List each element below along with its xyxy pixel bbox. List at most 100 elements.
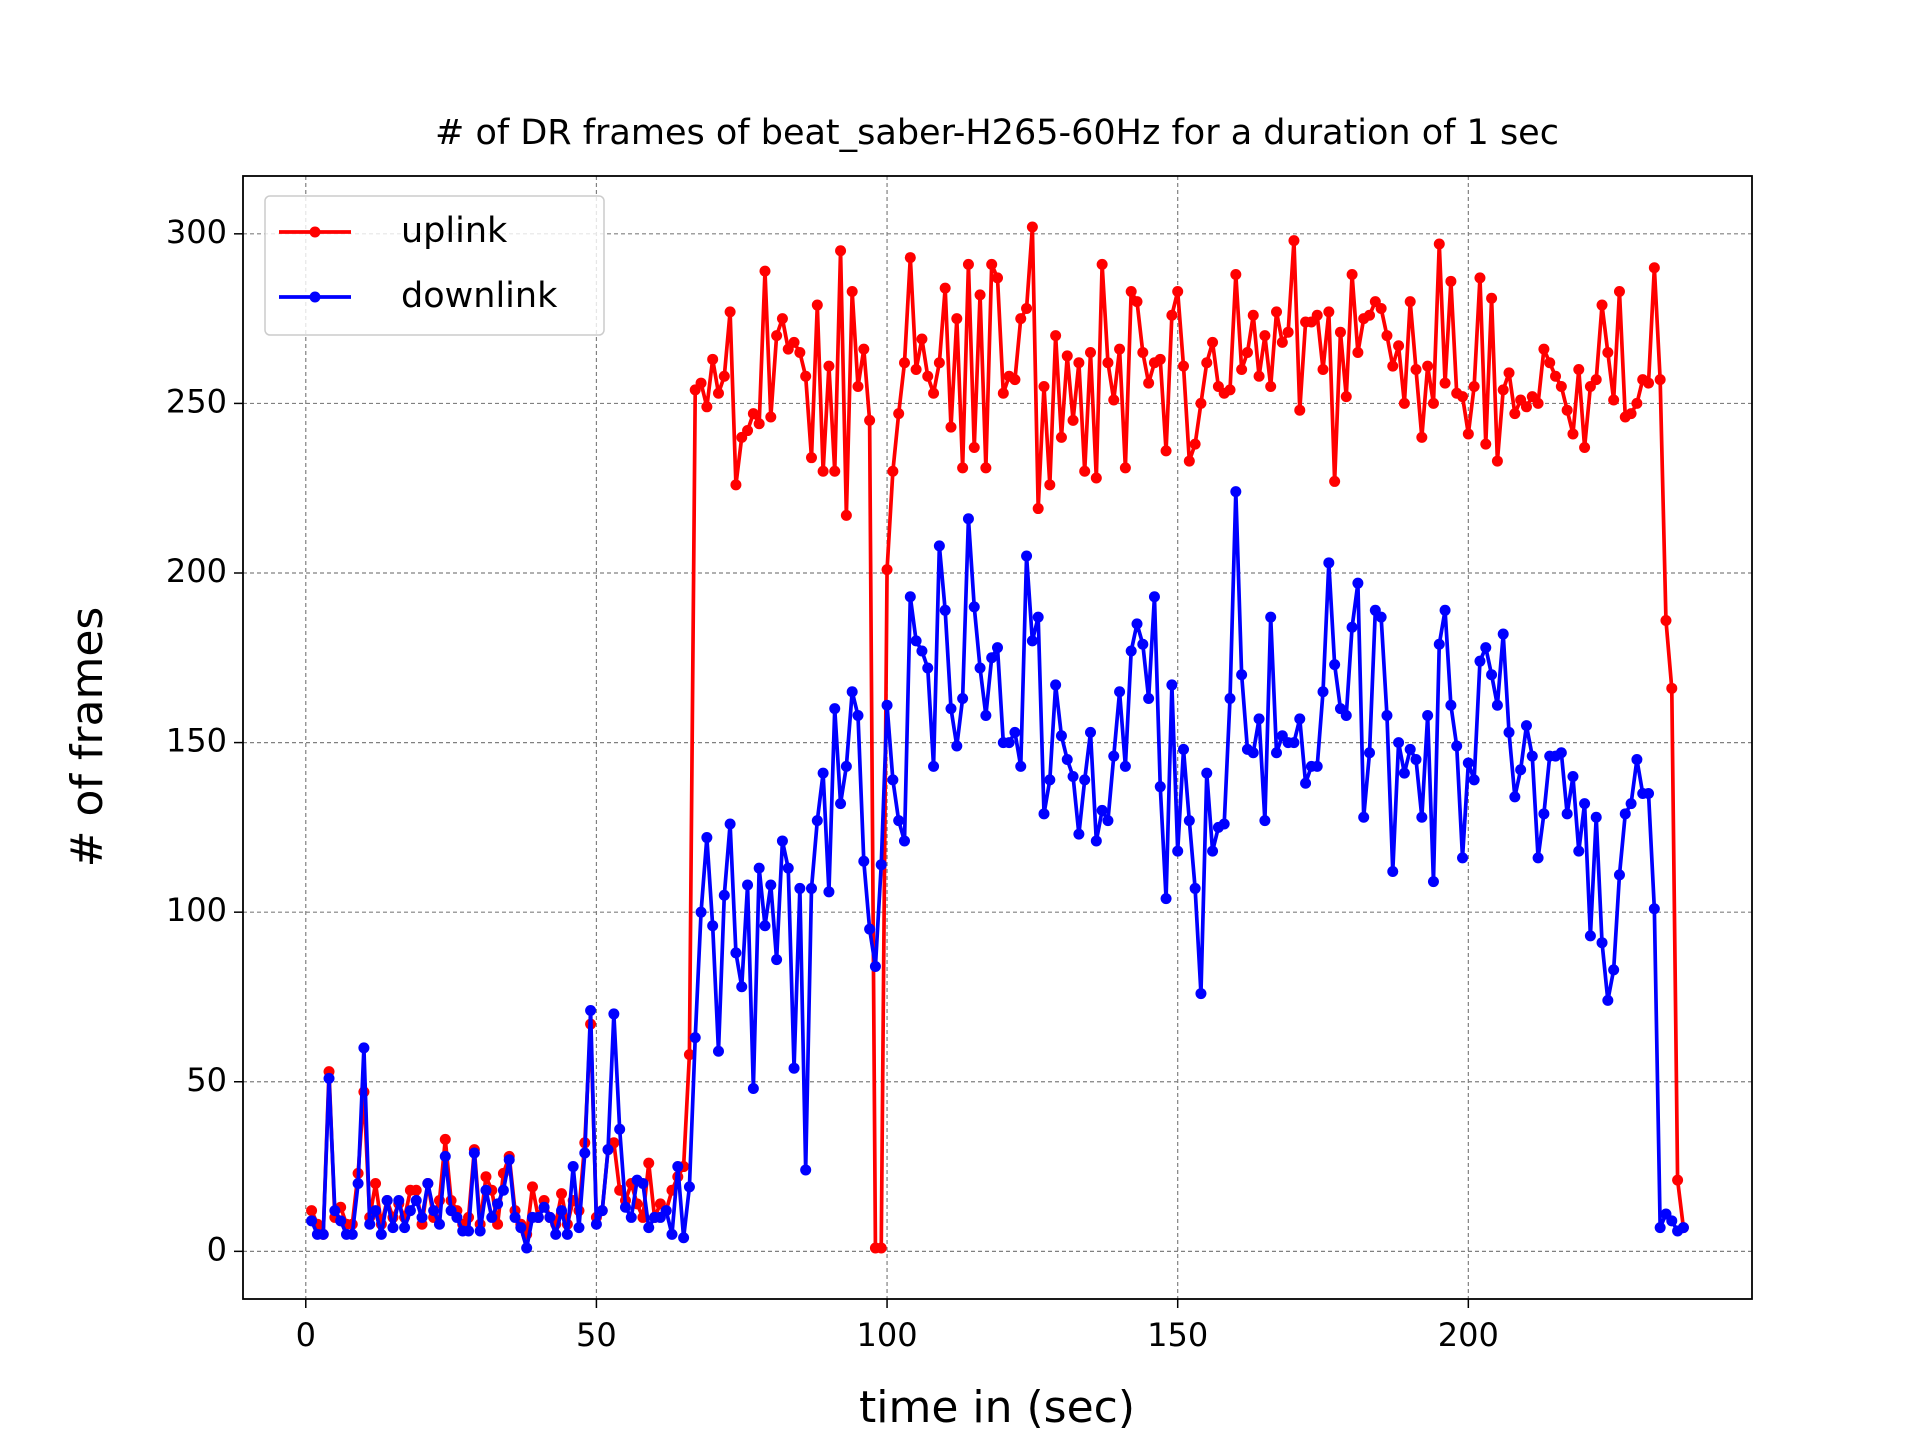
point	[852, 709, 864, 721]
point	[1503, 726, 1515, 738]
point	[1061, 754, 1073, 766]
point	[1050, 679, 1062, 691]
x-tick-label: 50	[576, 1316, 617, 1354]
x-tick-label: 200	[1438, 1316, 1499, 1354]
point	[1108, 750, 1120, 762]
point	[1230, 486, 1242, 498]
point	[399, 1222, 411, 1234]
point	[556, 1205, 568, 1217]
point	[1172, 845, 1184, 857]
point	[1393, 737, 1405, 749]
point	[846, 285, 858, 297]
point	[1311, 309, 1323, 321]
point	[1271, 747, 1283, 759]
point	[1631, 754, 1643, 766]
point	[515, 1222, 527, 1234]
point	[1073, 357, 1085, 369]
point	[1590, 374, 1602, 386]
point	[718, 889, 730, 901]
point	[1625, 798, 1637, 810]
point	[683, 1181, 695, 1193]
point	[689, 1032, 701, 1044]
point	[1178, 743, 1190, 755]
point	[1491, 699, 1503, 711]
point	[1422, 360, 1434, 372]
point	[1538, 343, 1550, 355]
point	[1079, 774, 1091, 786]
point	[329, 1205, 341, 1217]
point	[1602, 994, 1614, 1006]
point	[1433, 238, 1445, 250]
point	[1294, 713, 1306, 725]
point	[1265, 611, 1277, 623]
legend-marker	[309, 226, 321, 238]
point	[1085, 726, 1097, 738]
point	[893, 815, 905, 827]
point	[1009, 374, 1021, 386]
point	[1224, 384, 1236, 396]
point	[1247, 309, 1259, 321]
point	[1241, 347, 1253, 359]
point	[1102, 815, 1114, 827]
point	[643, 1157, 655, 1169]
point	[480, 1171, 492, 1183]
point	[1271, 306, 1283, 318]
point	[1119, 760, 1131, 772]
x-tick-label: 150	[1147, 1316, 1208, 1354]
point	[916, 645, 928, 657]
point	[544, 1211, 556, 1223]
point	[992, 642, 1003, 654]
point	[433, 1218, 445, 1230]
point	[1346, 269, 1358, 281]
point	[1340, 391, 1352, 403]
point	[968, 601, 980, 613]
point	[1166, 309, 1178, 321]
point	[1497, 628, 1509, 640]
point	[579, 1147, 591, 1159]
point	[881, 564, 893, 576]
point	[317, 1228, 329, 1240]
point	[410, 1194, 422, 1206]
point	[1195, 988, 1207, 1000]
point	[1596, 299, 1608, 311]
point	[712, 387, 724, 399]
point	[904, 591, 916, 603]
point	[1654, 1222, 1666, 1234]
y-tick-label: 200	[166, 552, 227, 590]
point	[1265, 380, 1277, 392]
point	[1619, 808, 1631, 820]
point	[875, 859, 887, 871]
point	[1114, 343, 1126, 355]
point	[1387, 865, 1399, 877]
point	[707, 920, 719, 932]
point	[497, 1184, 509, 1196]
point	[1346, 621, 1358, 633]
point	[1643, 377, 1655, 389]
point	[1201, 357, 1213, 369]
point	[962, 258, 974, 270]
point	[1672, 1174, 1684, 1186]
point	[1381, 709, 1393, 721]
point	[1410, 363, 1422, 375]
point	[1358, 811, 1370, 823]
point	[1282, 326, 1294, 338]
point	[306, 1215, 318, 1227]
point	[1294, 404, 1306, 416]
point	[1538, 808, 1550, 820]
point	[532, 1211, 544, 1223]
point	[1026, 221, 1038, 233]
point	[904, 252, 916, 264]
point	[1520, 401, 1532, 413]
point	[486, 1211, 498, 1223]
point	[1427, 397, 1439, 409]
point	[980, 462, 992, 474]
point	[898, 357, 910, 369]
point	[962, 513, 974, 525]
plot-frame	[242, 175, 1753, 1300]
point	[1067, 771, 1079, 783]
y-axis-label: # of frames	[62, 607, 113, 868]
point	[1613, 869, 1625, 881]
point	[1666, 1215, 1678, 1227]
y-tick-label: 150	[166, 722, 227, 760]
point	[823, 886, 835, 898]
